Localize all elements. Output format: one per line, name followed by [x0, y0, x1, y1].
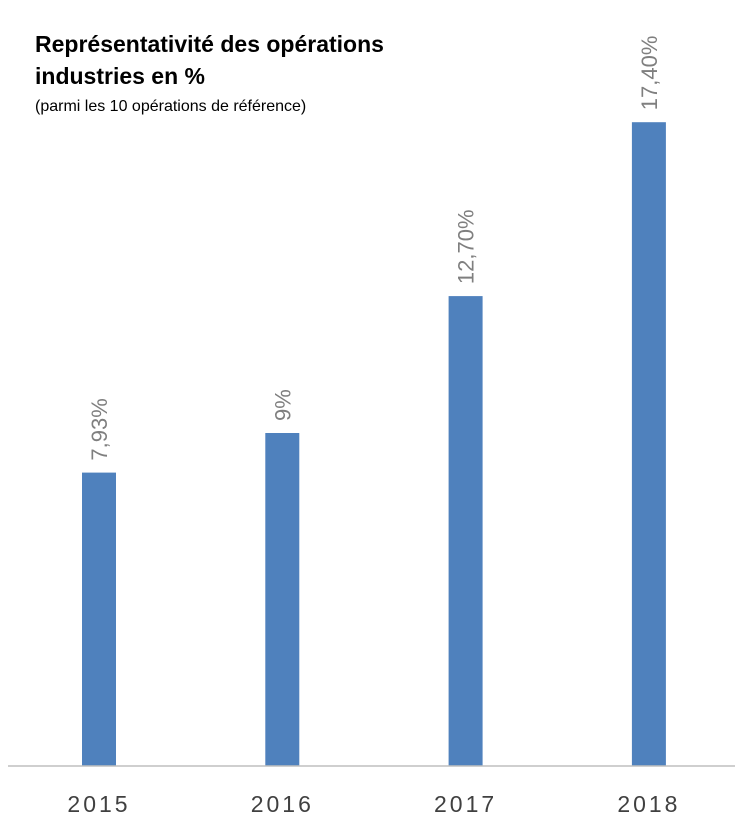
bars	[82, 122, 666, 766]
x-tick-labels: 2015 2016 2017 2018	[67, 791, 680, 816]
bar-2018	[631, 122, 666, 766]
x-tick-label: 2015	[67, 791, 130, 816]
data-label: 12,70%	[454, 209, 479, 284]
chart-subtitle: (parmi les 10 opérations de référence)	[35, 98, 307, 115]
chart-title: Représentativité des opérations industri…	[35, 31, 384, 89]
bar-2016	[265, 433, 300, 766]
data-labels: 7,93% 9% 12,70% 17,40%	[87, 36, 662, 461]
x-tick-label: 2017	[434, 791, 497, 816]
data-label: 9%	[270, 389, 295, 421]
data-label: 7,93%	[87, 398, 112, 460]
x-tick-label: 2016	[251, 791, 314, 816]
bar-2017	[448, 296, 483, 766]
x-tick-label: 2018	[617, 791, 680, 816]
bar-2015	[82, 472, 116, 766]
data-label: 17,40%	[637, 36, 662, 111]
